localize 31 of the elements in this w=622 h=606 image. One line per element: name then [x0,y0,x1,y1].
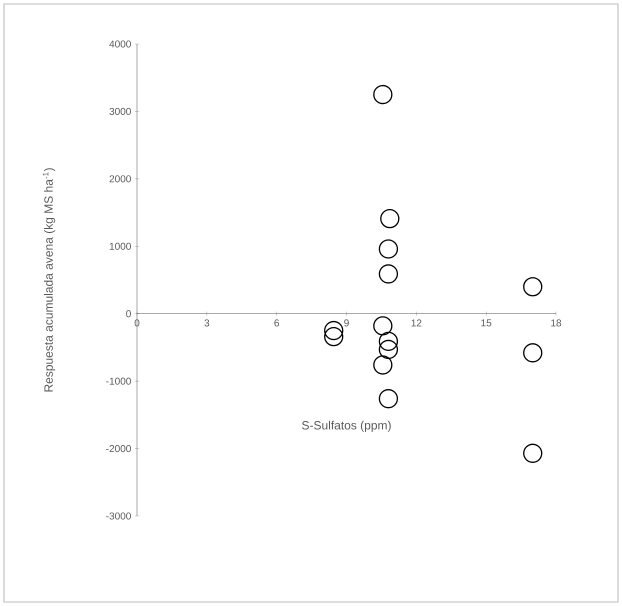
point [378,340,398,360]
point [324,326,344,346]
point [523,444,542,463]
point [378,264,398,284]
x-tick-label: 3 [204,319,210,326]
y-tick-label: 2000 [110,175,131,182]
point [523,343,542,362]
x-tick-label: 15 [481,319,492,326]
point [378,389,398,408]
point [378,332,398,352]
y-tick-label: 4000 [109,40,131,48]
y-tick-label: -3000 [106,512,131,520]
y-tick-label: -1000 [106,378,131,385]
y-tick-label: 1000 [110,242,131,250]
x-tick-label: 12 [412,319,422,326]
point [373,355,392,375]
y-tick-label: 0 [126,310,131,318]
point [380,208,400,228]
point [324,320,344,340]
x-axis-title: S-Sulfatos (ppm) [302,420,391,432]
point [378,239,398,259]
y-tick-label: -2000 [106,445,131,452]
x-tick-label: 18 [551,319,562,326]
x-tick-label: 0 [134,319,140,326]
point [373,316,392,336]
x-tick-label: 6 [274,319,280,326]
x-tick-label: 9 [344,319,349,326]
point [523,277,542,296]
y-tick-label: 3000 [109,108,131,115]
point [373,84,392,104]
y-axis-title: Respuesta acumulada avena (kg MS ha$^{-1}$) [42,168,56,392]
